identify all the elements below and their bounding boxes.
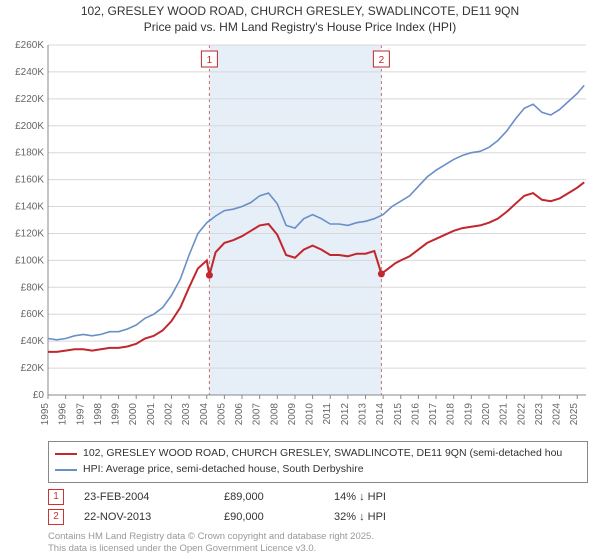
sale-marker-num: 2 (48, 509, 64, 525)
marker-badge-num: 1 (207, 55, 213, 66)
line-chart: £0 £20K £40K £60K £80K £100K £120K £140K £160K £1… (0, 35, 600, 435)
sale-marker-row: 1 23-FEB-2004£89,00014% ↓ HPI (48, 487, 588, 507)
x-tick-label: 2008 (269, 403, 280, 426)
sale-marker-row: 2 22-NOV-2013£90,00032% ↓ HPI (48, 507, 588, 527)
x-tick-label: 2006 (234, 403, 245, 426)
x-tick-label: 2007 (252, 403, 263, 426)
legend-item: HPI: Average price, semi-detached house,… (55, 462, 581, 478)
y-tick-label: £100K (15, 256, 44, 267)
sale-point (378, 271, 385, 278)
x-tick-label: 2018 (446, 403, 457, 426)
sale-point (206, 272, 213, 279)
footer-attribution: Contains HM Land Registry data © Crown c… (48, 531, 588, 555)
x-tick-label: 2024 (552, 403, 563, 426)
x-tick-label: 2000 (128, 403, 139, 426)
y-tick-label: £80K (21, 282, 45, 293)
sale-marker-hpi: 32% ↓ HPI (334, 511, 588, 523)
x-tick-label: 2004 (199, 403, 210, 426)
legend-swatch (55, 453, 77, 455)
sale-marker-price: £89,000 (224, 491, 334, 503)
x-tick-label: 2025 (569, 403, 580, 426)
x-tick-label: 2019 (463, 403, 474, 426)
footer-line-2: This data is licensed under the Open Gov… (48, 543, 588, 555)
legend-item: 102, GRESLEY WOOD ROAD, CHURCH GRESLEY, … (55, 446, 581, 462)
y-tick-label: £220K (15, 94, 44, 105)
x-tick-label: 2011 (322, 403, 333, 425)
y-tick-label: £60K (21, 309, 45, 320)
legend-swatch (55, 469, 77, 471)
x-tick-label: 2021 (499, 403, 510, 426)
y-tick-label: £180K (15, 148, 44, 159)
sale-marker-date: 23-FEB-2004 (84, 491, 224, 503)
sale-marker-date: 22-NOV-2013 (84, 511, 224, 523)
x-tick-label: 2010 (305, 403, 316, 426)
x-tick-label: 1998 (93, 403, 104, 426)
x-tick-label: 2002 (163, 403, 174, 426)
title-line-1: 102, GRESLEY WOOD ROAD, CHURCH GRESLEY, … (10, 4, 590, 20)
x-tick-label: 2014 (375, 403, 386, 426)
sale-marker-num: 1 (48, 489, 64, 505)
x-tick-label: 2016 (410, 403, 421, 426)
y-tick-label: £120K (15, 229, 44, 240)
x-tick-label: 1997 (75, 403, 86, 426)
x-tick-label: 2009 (287, 403, 298, 426)
y-tick-label: £240K (15, 67, 44, 78)
sale-markers-table: 1 23-FEB-2004£89,00014% ↓ HPI 2 22-NOV-2013… (48, 487, 588, 527)
legend-box: 102, GRESLEY WOOD ROAD, CHURCH GRESLEY, … (48, 441, 588, 483)
title-line-2: Price paid vs. HM Land Registry's House … (10, 20, 590, 36)
x-tick-label: 2005 (216, 403, 227, 426)
x-tick-label: 2013 (358, 403, 369, 426)
shaded-band (209, 45, 381, 395)
x-tick-label: 1995 (40, 403, 51, 426)
y-tick-label: £200K (15, 121, 44, 132)
x-tick-label: 1996 (58, 403, 69, 426)
x-tick-label: 2015 (393, 403, 404, 426)
x-tick-label: 2003 (181, 403, 192, 426)
sale-marker-hpi: 14% ↓ HPI (334, 491, 588, 503)
chart-title: 102, GRESLEY WOOD ROAD, CHURCH GRESLEY, … (0, 0, 600, 35)
x-tick-label: 2017 (428, 403, 439, 426)
y-tick-label: £40K (21, 336, 45, 347)
x-tick-label: 2012 (340, 403, 351, 426)
legend-label: 102, GRESLEY WOOD ROAD, CHURCH GRESLEY, … (83, 446, 562, 462)
x-tick-label: 1999 (111, 403, 122, 426)
sale-marker-price: £90,000 (224, 511, 334, 523)
x-tick-label: 2020 (481, 403, 492, 426)
chart-area: £0 £20K £40K £60K £80K £100K £120K £140K £160K £1… (0, 35, 600, 435)
x-tick-label: 2001 (146, 403, 157, 426)
x-tick-label: 2023 (534, 403, 545, 426)
marker-badge-num: 2 (379, 55, 385, 66)
y-tick-label: £260K (15, 40, 44, 51)
y-tick-label: £160K (15, 175, 44, 186)
footer-line-1: Contains HM Land Registry data © Crown c… (48, 531, 588, 543)
y-tick-label: £20K (21, 363, 45, 374)
y-tick-label: £0 (33, 390, 45, 401)
x-tick-label: 2022 (516, 403, 527, 426)
y-tick-label: £140K (15, 202, 44, 213)
legend-label: HPI: Average price, semi-detached house,… (83, 462, 364, 478)
